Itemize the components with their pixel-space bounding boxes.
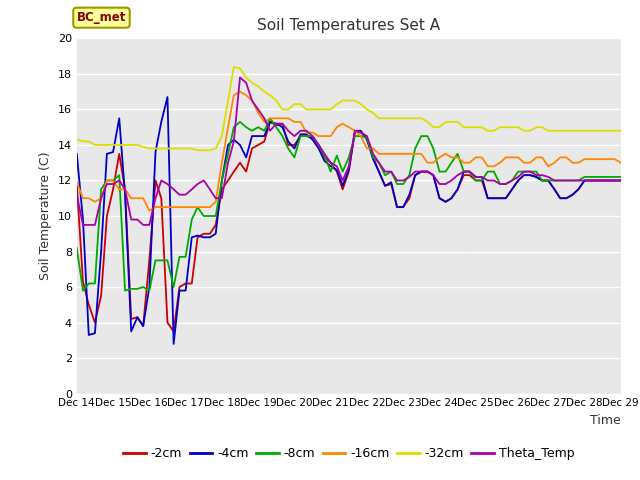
Y-axis label: Soil Temperature (C): Soil Temperature (C): [39, 152, 52, 280]
Text: BC_met: BC_met: [77, 11, 126, 24]
Title: Soil Temperatures Set A: Soil Temperatures Set A: [257, 18, 440, 33]
X-axis label: Time: Time: [590, 414, 621, 427]
Legend: -2cm, -4cm, -8cm, -16cm, -32cm, Theta_Temp: -2cm, -4cm, -8cm, -16cm, -32cm, Theta_Te…: [118, 443, 580, 466]
